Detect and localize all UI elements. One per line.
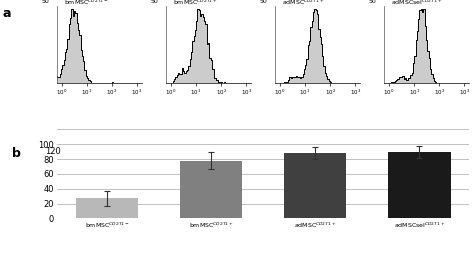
Text: 50: 50 [42, 0, 49, 4]
Bar [76, 198, 138, 218]
Bar [388, 152, 450, 218]
Text: b: b [12, 147, 21, 160]
Text: a: a [2, 7, 11, 20]
Text: adMSCsel$^{CD271+}$: adMSCsel$^{CD271+}$ [391, 0, 442, 7]
Text: bmMSC$^{CD271+}$: bmMSC$^{CD271+}$ [173, 0, 218, 7]
Bar [180, 160, 242, 218]
Text: 120: 120 [45, 147, 61, 156]
Text: 50: 50 [260, 0, 267, 4]
Text: 50: 50 [151, 0, 158, 4]
Bar [284, 153, 346, 218]
Text: 50: 50 [369, 0, 376, 4]
Text: bmMSC$^{CD271-}$: bmMSC$^{CD271-}$ [64, 0, 109, 7]
Text: adMSC$^{CD271+}$: adMSC$^{CD271+}$ [282, 0, 324, 7]
